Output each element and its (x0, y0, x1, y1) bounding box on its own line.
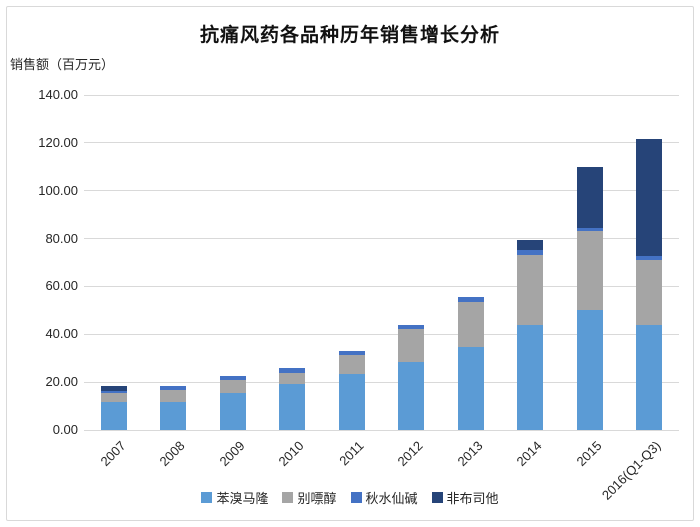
bar-segment (279, 372, 306, 384)
bar-segment (219, 393, 246, 430)
bar-group-2008 (160, 95, 187, 430)
bar-group-2016(Q1-Q3) (636, 95, 663, 430)
y-axis-tick-labels: 0.00 20.00 40.00 60.00 80.00 100.00 120.00 140.… (4, 87, 78, 437)
y-tick-label: 120.00 (38, 134, 78, 150)
bar-segment (398, 362, 425, 430)
legend-swatch-icon (350, 492, 362, 503)
bar-group-2012 (398, 95, 425, 430)
bar-segment (160, 390, 187, 403)
bar-group-2015 (576, 95, 603, 430)
bar-segment (576, 227, 603, 231)
bar-segment (160, 402, 187, 430)
bar-group-2013 (457, 95, 484, 430)
y-tick-label: 100.00 (38, 182, 78, 198)
legend-label: 非布司他 (446, 491, 499, 506)
y-tick-label: 40.00 (45, 326, 78, 342)
bar-segment (279, 368, 306, 373)
y-tick-label: 80.00 (45, 230, 78, 246)
bar-segment (100, 390, 127, 394)
plot-area: 2007 2008 2009 2010 2011 2012 2013 2014 2015 2016… (84, 94, 679, 503)
legend-label: 苯溴马隆 (216, 491, 269, 506)
bar-segment (636, 259, 663, 325)
bar-segment (636, 139, 663, 257)
legend-item: 秋水仙碱 (350, 488, 418, 507)
gridline (84, 333, 679, 335)
bar-segment (457, 302, 484, 348)
gridline (84, 429, 679, 431)
gridline (84, 94, 679, 96)
bar-group-2007 (100, 95, 127, 430)
gridline (84, 381, 679, 383)
gridline (84, 285, 679, 287)
y-tick-label: 140.00 (38, 87, 78, 102)
legend-item: 苯溴马隆 (201, 488, 268, 507)
legend-label: 秋水仙碱 (365, 491, 418, 506)
legend-label: 别嘌醇 (297, 491, 337, 506)
y-axis-caption: 销售额（百万元） (10, 57, 115, 72)
chart-title: 抗痛风药各品种历年销售增长分析 (199, 25, 500, 46)
legend-swatch-icon (201, 492, 213, 503)
gridline (84, 190, 679, 192)
bar-segment (576, 166, 603, 228)
bar-group-2009 (219, 95, 246, 430)
bar-segment (517, 240, 544, 251)
bar-segment (457, 297, 484, 302)
chart-frame (6, 6, 694, 521)
legend-item: 非布司他 (431, 488, 499, 507)
legend-swatch-icon (282, 492, 294, 503)
bar-segment (517, 250, 544, 255)
bar-segment (636, 324, 663, 430)
bar-segment (517, 254, 544, 325)
bar-segment (100, 393, 127, 403)
bar-segment (576, 230, 603, 311)
gridline (84, 142, 679, 144)
bar-segment (398, 328, 425, 363)
bar-segment (576, 310, 603, 430)
bar-segment (636, 256, 663, 260)
legend-item: 别嘌醇 (282, 488, 337, 507)
bar-segment (338, 350, 365, 355)
legend: 苯溴马隆 别嘌醇 秋水仙碱 非布司他 (0, 488, 700, 507)
bar-group-2014 (517, 95, 544, 430)
bar-segment (457, 347, 484, 430)
bar-segment (100, 386, 127, 391)
bar-segment (100, 402, 127, 430)
bar-segment (279, 383, 306, 430)
bar-segment (517, 324, 544, 430)
bar-segment (338, 373, 365, 430)
y-tick-label: 20.00 (45, 374, 78, 390)
y-tick-label: 60.00 (45, 278, 78, 294)
bar-group-2010 (279, 95, 306, 430)
y-tick-label: 0.00 (52, 422, 78, 437)
bar-segment (219, 375, 246, 380)
bar-segment (219, 379, 246, 394)
legend-swatch-icon (431, 492, 443, 503)
bar-segment (338, 354, 365, 374)
bar-group-2011 (338, 95, 365, 430)
bar-segment (160, 385, 187, 391)
gridline (84, 238, 679, 240)
bar-segment (398, 325, 425, 329)
